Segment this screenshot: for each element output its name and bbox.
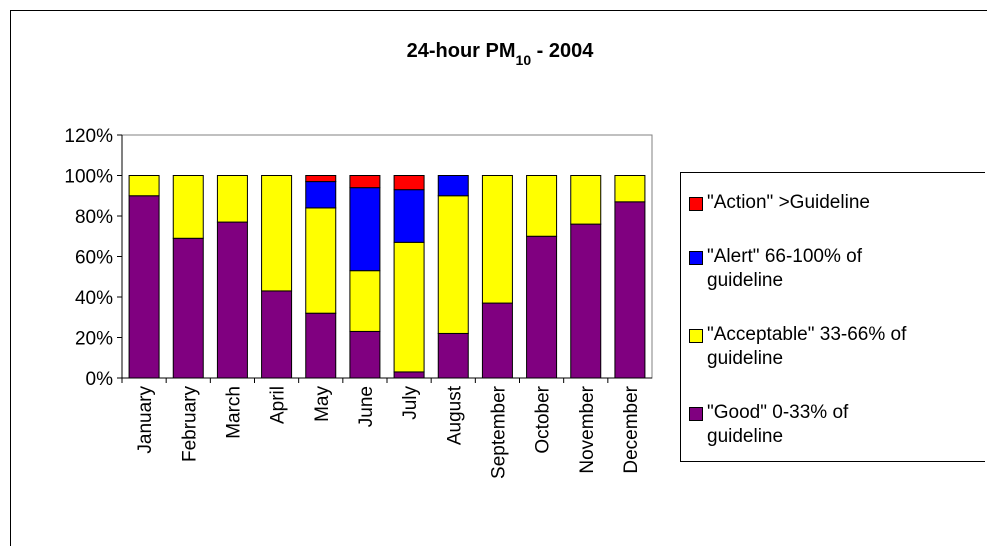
x-tick-label: November	[577, 385, 598, 473]
bar-segment	[393, 189, 425, 243]
legend-item: "Action" >Guideline	[689, 191, 985, 215]
bar-segment	[393, 241, 425, 373]
bar-segment	[437, 175, 469, 197]
x-tick-label: July	[400, 386, 421, 420]
bar-segment	[570, 223, 602, 379]
title-text: 24-hour PM	[407, 40, 516, 62]
bar-segment	[261, 290, 293, 379]
legend-label: "Acceptable" 33-66% of guideline	[707, 324, 907, 369]
bar-segment	[305, 175, 337, 183]
chart-title: 24-hour PM10 - 2004	[407, 40, 595, 68]
title-suffix: - 2004	[531, 40, 594, 62]
x-tick-label: January	[135, 386, 156, 454]
bar-segment	[305, 207, 337, 314]
legend-item: "Acceptable" 33-66% of guideline	[689, 323, 985, 371]
bar-segment	[216, 175, 248, 223]
bar-segment	[349, 187, 381, 272]
x-tick-label: December	[621, 385, 642, 473]
bar-segment	[526, 175, 558, 237]
bar-segment	[172, 237, 204, 379]
bar-segment	[526, 235, 558, 379]
bar-segment	[481, 175, 513, 304]
bar-segment	[437, 195, 469, 334]
x-tick-label: March	[223, 386, 244, 439]
bar-segment	[570, 175, 602, 225]
legend-label: "Good" 0-33% of guideline	[707, 402, 849, 447]
y-tick-label: 120%	[64, 126, 113, 147]
y-tick-label: 40%	[75, 288, 113, 309]
legend-item: "Good" 0-33% of guideline	[689, 401, 985, 449]
bar-segment	[349, 330, 381, 379]
x-tick-label: February	[179, 386, 200, 463]
bar-segment	[305, 181, 337, 209]
x-tick-label: May	[312, 386, 333, 422]
legend-swatch	[689, 329, 703, 343]
legend-swatch	[689, 251, 703, 265]
bar-segment	[349, 175, 381, 189]
x-tick-label: April	[268, 386, 289, 424]
bar-segment	[393, 371, 425, 379]
y-tick-label: 100%	[64, 167, 113, 188]
legend-swatch	[689, 407, 703, 421]
bar-segment	[437, 332, 469, 379]
bar-segment	[128, 175, 160, 197]
bar-segment	[481, 302, 513, 379]
title-subscript: 10	[516, 52, 532, 68]
bar-segment	[261, 175, 293, 292]
y-tick-label: 80%	[75, 207, 113, 228]
x-tick-label: August	[444, 385, 465, 445]
legend-swatch	[689, 197, 703, 211]
x-tick-label: June	[356, 386, 377, 427]
bar-segment	[393, 175, 425, 191]
legend-label: "Alert" 66-100% of guideline	[707, 246, 863, 291]
y-tick-label: 0%	[86, 369, 114, 390]
plot-area	[121, 134, 653, 379]
bar-segment	[349, 270, 381, 332]
bar-segment	[614, 175, 646, 203]
frame-border	[10, 10, 987, 546]
x-tick-label: October	[533, 385, 554, 453]
bar-segment	[216, 221, 248, 379]
legend-item: "Alert" 66-100% of guideline	[689, 245, 985, 293]
y-tick-label: 20%	[75, 329, 113, 350]
x-tick-label: September	[488, 385, 509, 479]
bar-segment	[172, 175, 204, 239]
legend-label: "Action" >Guideline	[707, 192, 870, 213]
bar-segment	[305, 312, 337, 379]
bar-segment	[614, 201, 646, 379]
y-tick-label: 60%	[75, 248, 113, 269]
bar-segment	[128, 195, 160, 379]
legend: "Action" >Guideline "Alert" 66-100% of gu…	[680, 172, 985, 462]
